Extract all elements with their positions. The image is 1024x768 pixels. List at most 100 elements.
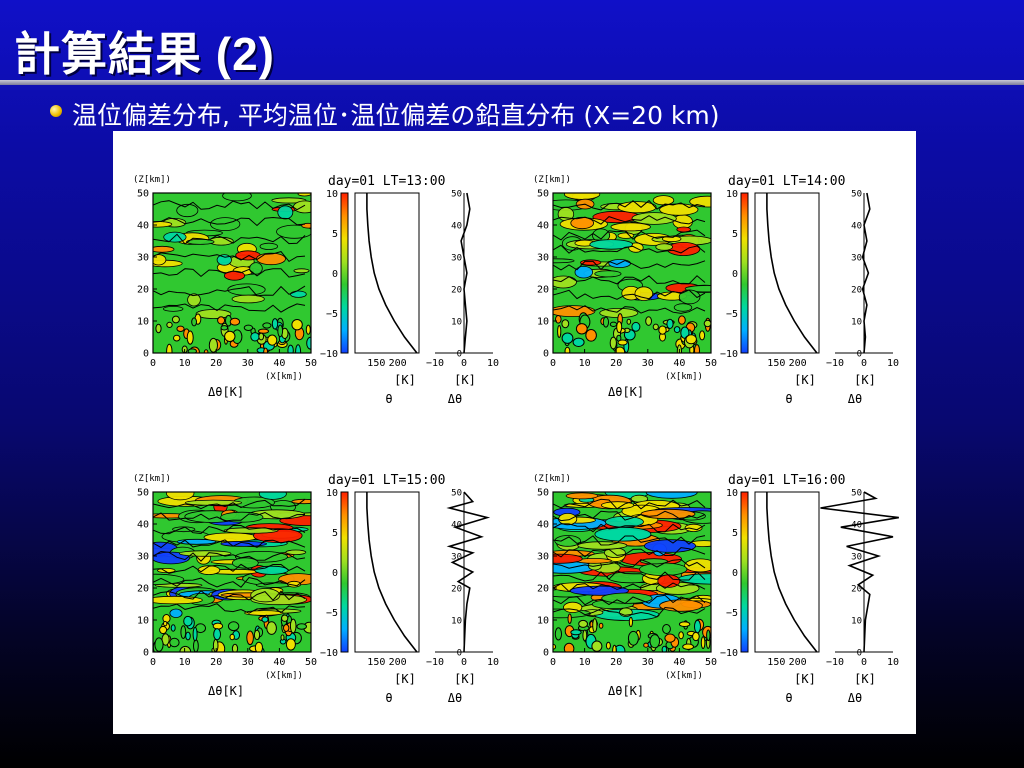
y-tick-label: 30 <box>137 253 149 264</box>
x-tick-label: 30 <box>642 358 654 369</box>
dtheta-tick-label: −10 <box>426 358 444 369</box>
x-tick-label: 20 <box>610 657 622 668</box>
boundary-layer-cell <box>220 325 229 331</box>
dtheta-y-tick-label: 10 <box>851 617 862 627</box>
boundary-layer-cell <box>605 641 611 650</box>
colorbar-tick-label: −5 <box>726 608 738 619</box>
x-tick-label: 10 <box>579 358 591 369</box>
theta-profile-line <box>366 492 418 653</box>
y-tick-label: 50 <box>137 488 149 499</box>
dtheta-y-tick-label: 20 <box>851 585 862 595</box>
colorbar-tick-label: −5 <box>326 309 338 320</box>
heatmap-cell <box>293 268 310 274</box>
dtheta-y-tick-label: 0 <box>857 350 862 360</box>
heatmap-cell <box>222 193 252 202</box>
dtheta-y-tick-label: 10 <box>451 617 462 627</box>
heatmap-cell <box>574 265 594 279</box>
contour-line <box>553 305 706 314</box>
boundary-layer-cell <box>173 334 181 342</box>
boundary-layer-cell <box>676 344 682 353</box>
y-tick-label: 40 <box>537 520 549 531</box>
heatmap-field <box>553 492 711 652</box>
colorbar-tick-label: −10 <box>720 349 738 360</box>
plot-frame <box>152 491 312 653</box>
dtheta-y-tick-label: 20 <box>451 286 462 296</box>
boundary-layer-cell <box>291 319 303 331</box>
boundary-layer-cell <box>592 618 598 633</box>
theta-name-label: θ <box>785 691 792 705</box>
boundary-layer-cell <box>617 339 628 346</box>
heatmap-cell <box>277 205 294 220</box>
boundary-layer-cell <box>217 316 226 325</box>
dtheta-name-label: Δθ <box>848 392 862 406</box>
theta-profile-line <box>366 193 418 354</box>
heatmap-cell <box>297 193 311 197</box>
theta-profile-line <box>766 193 818 354</box>
boundary-layer-cell <box>254 641 263 652</box>
dtheta-y-tick-label: 50 <box>451 190 462 200</box>
colorbar-tick-label: 5 <box>332 229 338 240</box>
x-tick-label: 20 <box>210 657 222 668</box>
heatmap-cell <box>195 309 232 319</box>
colorbar-tick-label: 5 <box>332 528 338 539</box>
heatmap-cell <box>659 599 703 612</box>
heatmap-cell <box>290 290 307 298</box>
chart-title: day=01 LT=15:00 <box>328 473 445 488</box>
heatmap-cell <box>684 558 711 573</box>
heatmap-cell <box>564 193 601 200</box>
boundary-layer-cell <box>289 618 297 634</box>
boundary-layer-cell <box>262 322 272 329</box>
heatmap-cell <box>223 527 279 534</box>
boundary-layer-cell <box>609 336 617 350</box>
boundary-layer-cell <box>155 323 162 334</box>
boundary-layer-cell <box>555 315 562 324</box>
boundary-layer-cell <box>666 318 674 329</box>
boundary-layer-cell <box>694 344 700 353</box>
heatmap-cell <box>169 608 183 619</box>
heatmap-cell <box>153 245 175 253</box>
dtheta-y-tick-label: 40 <box>851 521 862 531</box>
x-tick-label: 0 <box>150 358 156 369</box>
y-tick-label: 40 <box>137 221 149 232</box>
heatmap-cell <box>293 200 311 214</box>
boundary-layer-cell <box>285 638 296 651</box>
contour-line <box>553 510 706 522</box>
contour-line <box>553 244 706 254</box>
boundary-layer-cell <box>166 343 173 353</box>
contour-line <box>153 563 306 574</box>
colorbar-tick-label: 10 <box>726 488 738 499</box>
y-tick-label: 20 <box>137 285 149 296</box>
boundary-layer-cell <box>186 330 194 345</box>
boundary-layer-cell <box>602 316 610 328</box>
y-tick-label: 0 <box>143 648 149 659</box>
boundary-layer-cell <box>631 321 641 332</box>
heatmap-cell <box>187 293 201 307</box>
dtheta-tick-label: 0 <box>861 657 867 668</box>
boundary-layer-cell <box>678 621 691 627</box>
boundary-layer-cell <box>193 639 199 652</box>
colorbar <box>340 491 349 653</box>
x-tick-label: 30 <box>242 358 254 369</box>
contour-line <box>153 233 306 245</box>
boundary-layer-cell <box>191 317 197 327</box>
heatmap-cell <box>163 306 184 312</box>
colorbar-tick-label: 5 <box>732 528 738 539</box>
heatmap-cell <box>163 231 187 243</box>
theta-name-label: θ <box>385 392 392 406</box>
theta-tick-label: 200 <box>389 358 407 369</box>
heatmap-cell <box>231 294 265 304</box>
dtheta-y-tick-label: 30 <box>451 553 462 563</box>
boundary-layer-cell <box>187 348 197 353</box>
dtheta-y-tick-label: 40 <box>851 222 862 232</box>
colorbar <box>740 491 749 653</box>
heatmap-cell <box>661 235 682 243</box>
colorbar-tick-label: 5 <box>732 229 738 240</box>
boundary-layer-cell <box>564 346 571 353</box>
y-tick-label: 10 <box>137 317 149 328</box>
contour-line <box>153 576 306 588</box>
boundary-layer-cell <box>176 325 185 333</box>
x-tick-label: 50 <box>305 657 317 668</box>
